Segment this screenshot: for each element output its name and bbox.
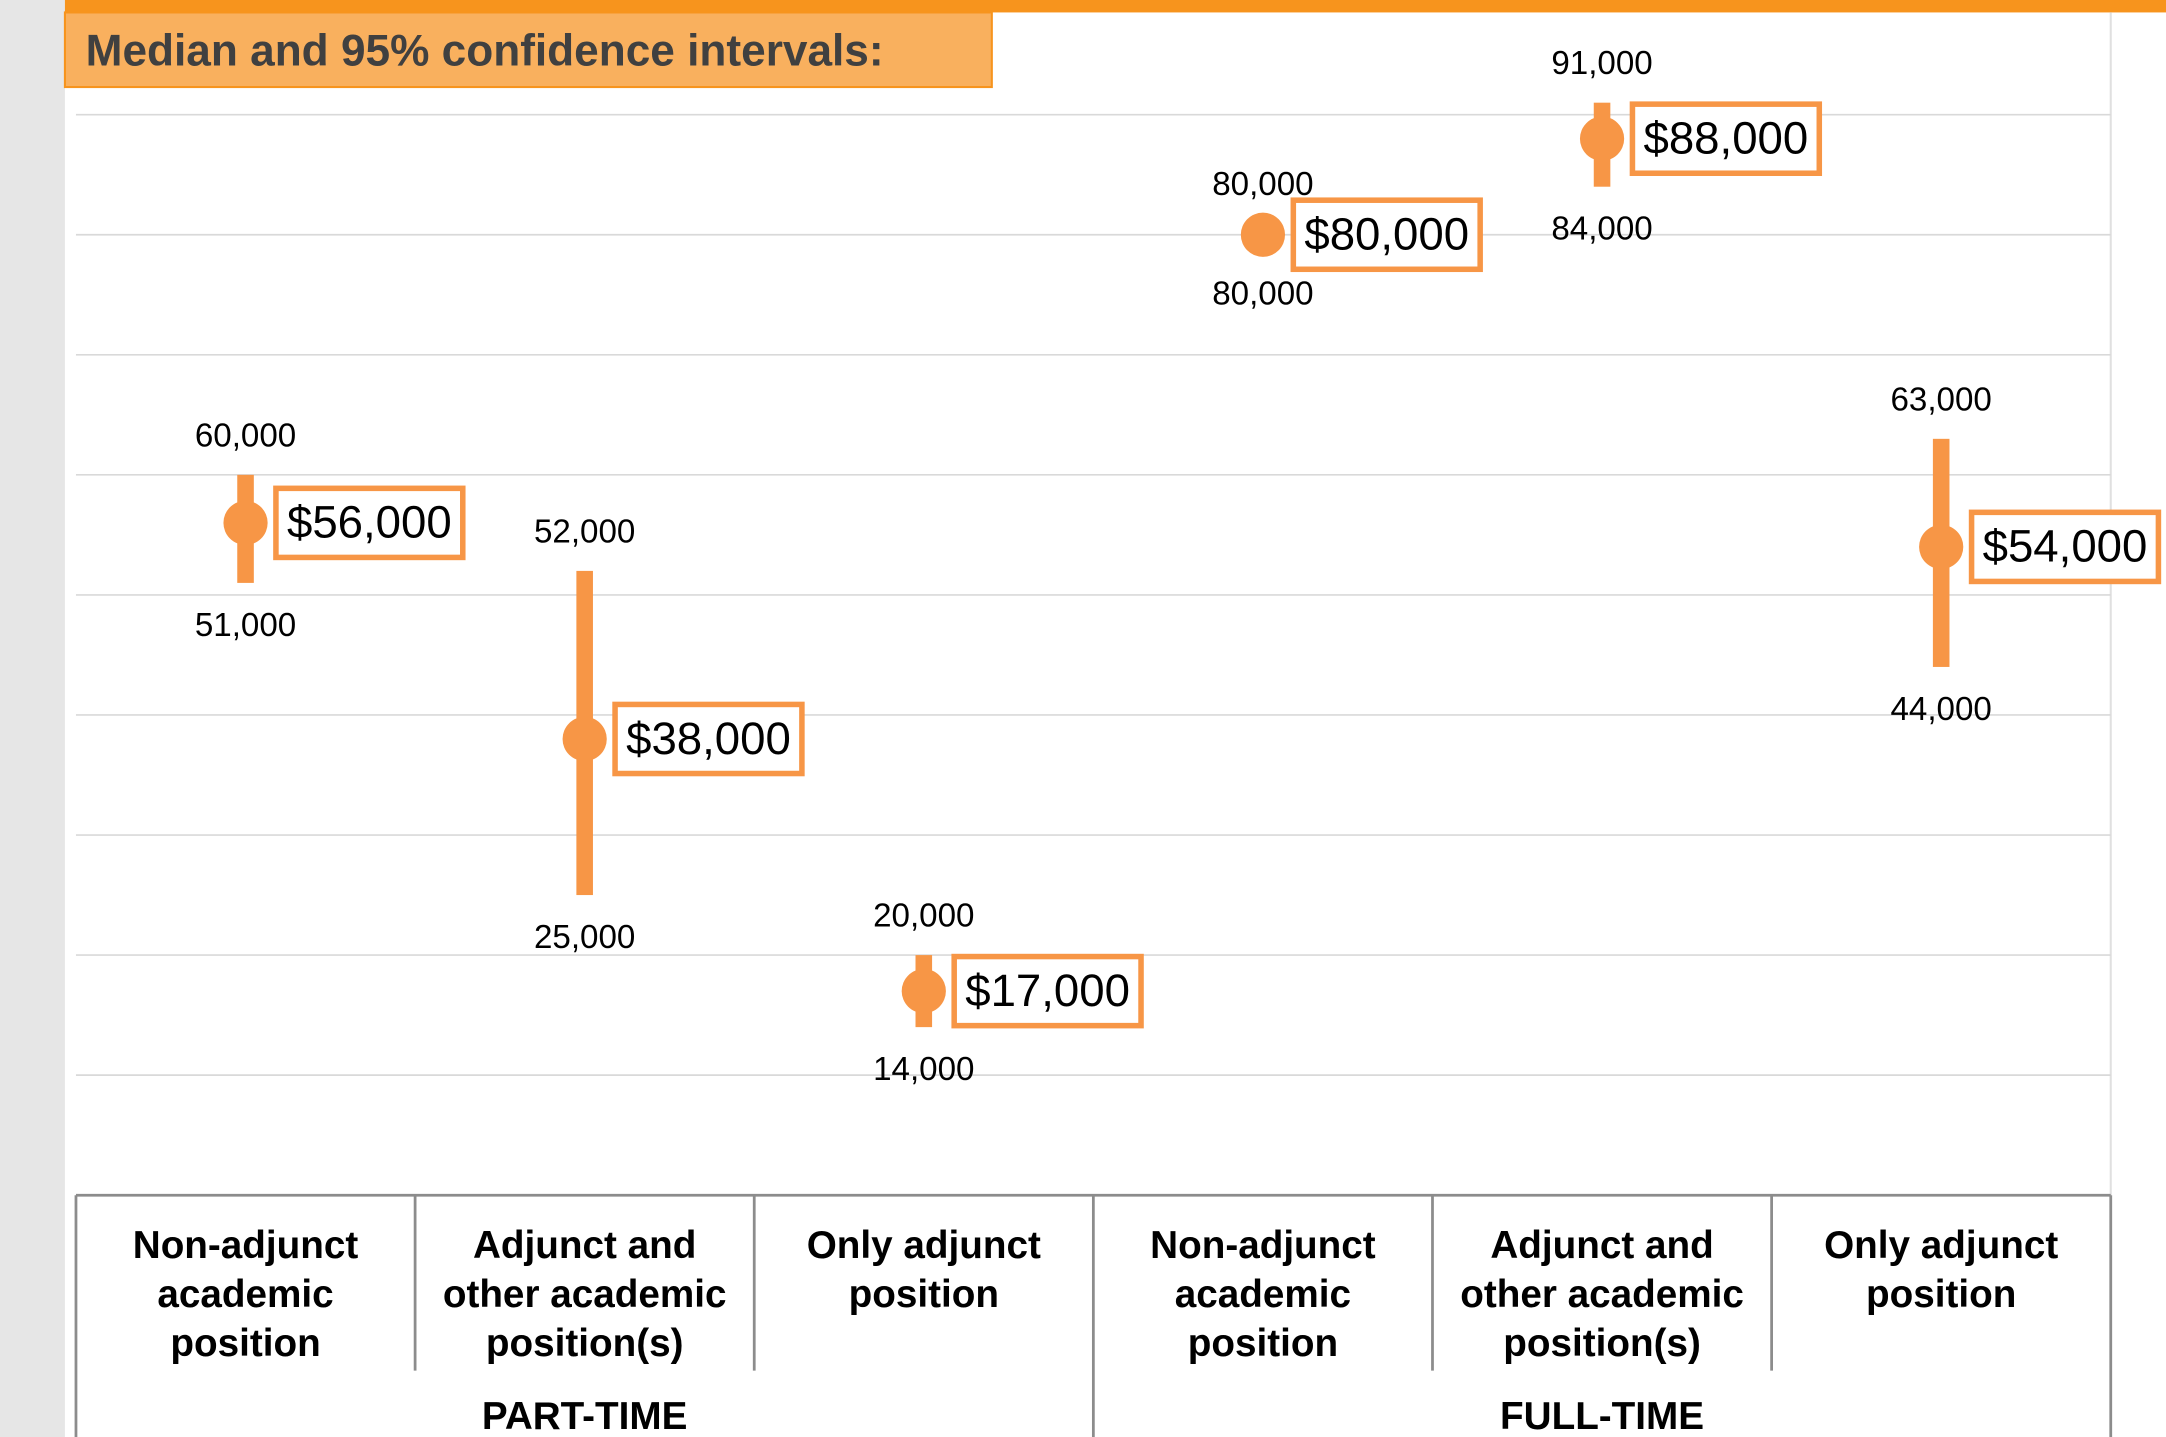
category-label: academic <box>1175 1273 1351 1316</box>
category-label: Only adjunct <box>807 1224 1041 1267</box>
ci-high-label: 20,000 <box>873 898 974 935</box>
category-label: other academic <box>443 1273 727 1316</box>
ci-high-label: 63,000 <box>1890 381 1991 418</box>
group-label: PART-TIME <box>482 1395 688 1437</box>
value-label: $54,000 <box>1983 521 2148 572</box>
category-label: Adjunct and <box>473 1224 696 1267</box>
ci-low-label: 51,000 <box>195 607 296 644</box>
chart-title: Median and 95% confidence intervals: <box>86 27 884 76</box>
value-label: $17,000 <box>965 965 1130 1016</box>
category-label: Adjunct and <box>1490 1224 1713 1267</box>
value-label-box <box>951 953 1144 1029</box>
group-label: FULL-TIME <box>1500 1395 1704 1437</box>
category-label: academic <box>157 1273 333 1316</box>
ci-low-label: 25,000 <box>534 919 635 956</box>
value-label: $80,000 <box>1304 209 1469 260</box>
category-table: Non-adjunct academic position Adjunct and ot… <box>74 1195 2113 1437</box>
category-label: Only adjunct <box>1824 1224 2058 1267</box>
side-strip <box>0 0 65 1437</box>
category-label: Non-adjunct <box>1150 1224 1376 1267</box>
ci-low-label: 14,000 <box>873 1051 974 1088</box>
ci-low-label: 44,000 <box>1890 691 1991 728</box>
category-label: position <box>1866 1273 2016 1316</box>
value-label-box <box>1968 509 2162 585</box>
value-label-box <box>273 485 466 561</box>
ci-low-label: 84,000 <box>1551 211 1652 248</box>
category-label: position <box>170 1322 320 1365</box>
category-label: position <box>849 1273 999 1316</box>
median-dot <box>901 968 946 1014</box>
value-label: $38,000 <box>626 713 791 764</box>
category-label: other academic <box>1460 1273 1744 1316</box>
category-label: Non-adjunct <box>133 1224 359 1267</box>
median-dot <box>1240 212 1286 257</box>
median-dot <box>562 716 607 762</box>
ci-high-label: 91,000 <box>1551 45 1652 82</box>
ci-high-label: 60,000 <box>195 417 296 454</box>
median-dot <box>1579 116 1625 161</box>
title-box <box>63 11 993 89</box>
ci-high-label: 52,000 <box>534 513 635 550</box>
median-dot <box>223 500 268 545</box>
value-label: $56,000 <box>287 497 452 548</box>
marks: 60,000 51,000 $56,000 52,000 25,000 $38,000 20… <box>195 45 2162 1088</box>
grid <box>75 113 2111 1197</box>
value-label-box <box>612 701 805 777</box>
value-label-box <box>1629 101 1823 177</box>
value-label: $88,000 <box>1643 113 1808 164</box>
ci-low-label: 80,000 <box>1212 275 1313 312</box>
top-bar <box>64 0 2166 13</box>
value-label-box <box>1290 197 1483 273</box>
category-label: position(s) <box>1503 1322 1701 1365</box>
category-label: position(s) <box>486 1322 684 1365</box>
ci-high-label: 80,000 <box>1212 166 1313 203</box>
median-dot <box>1919 524 1964 569</box>
category-label: position <box>1188 1322 1338 1365</box>
